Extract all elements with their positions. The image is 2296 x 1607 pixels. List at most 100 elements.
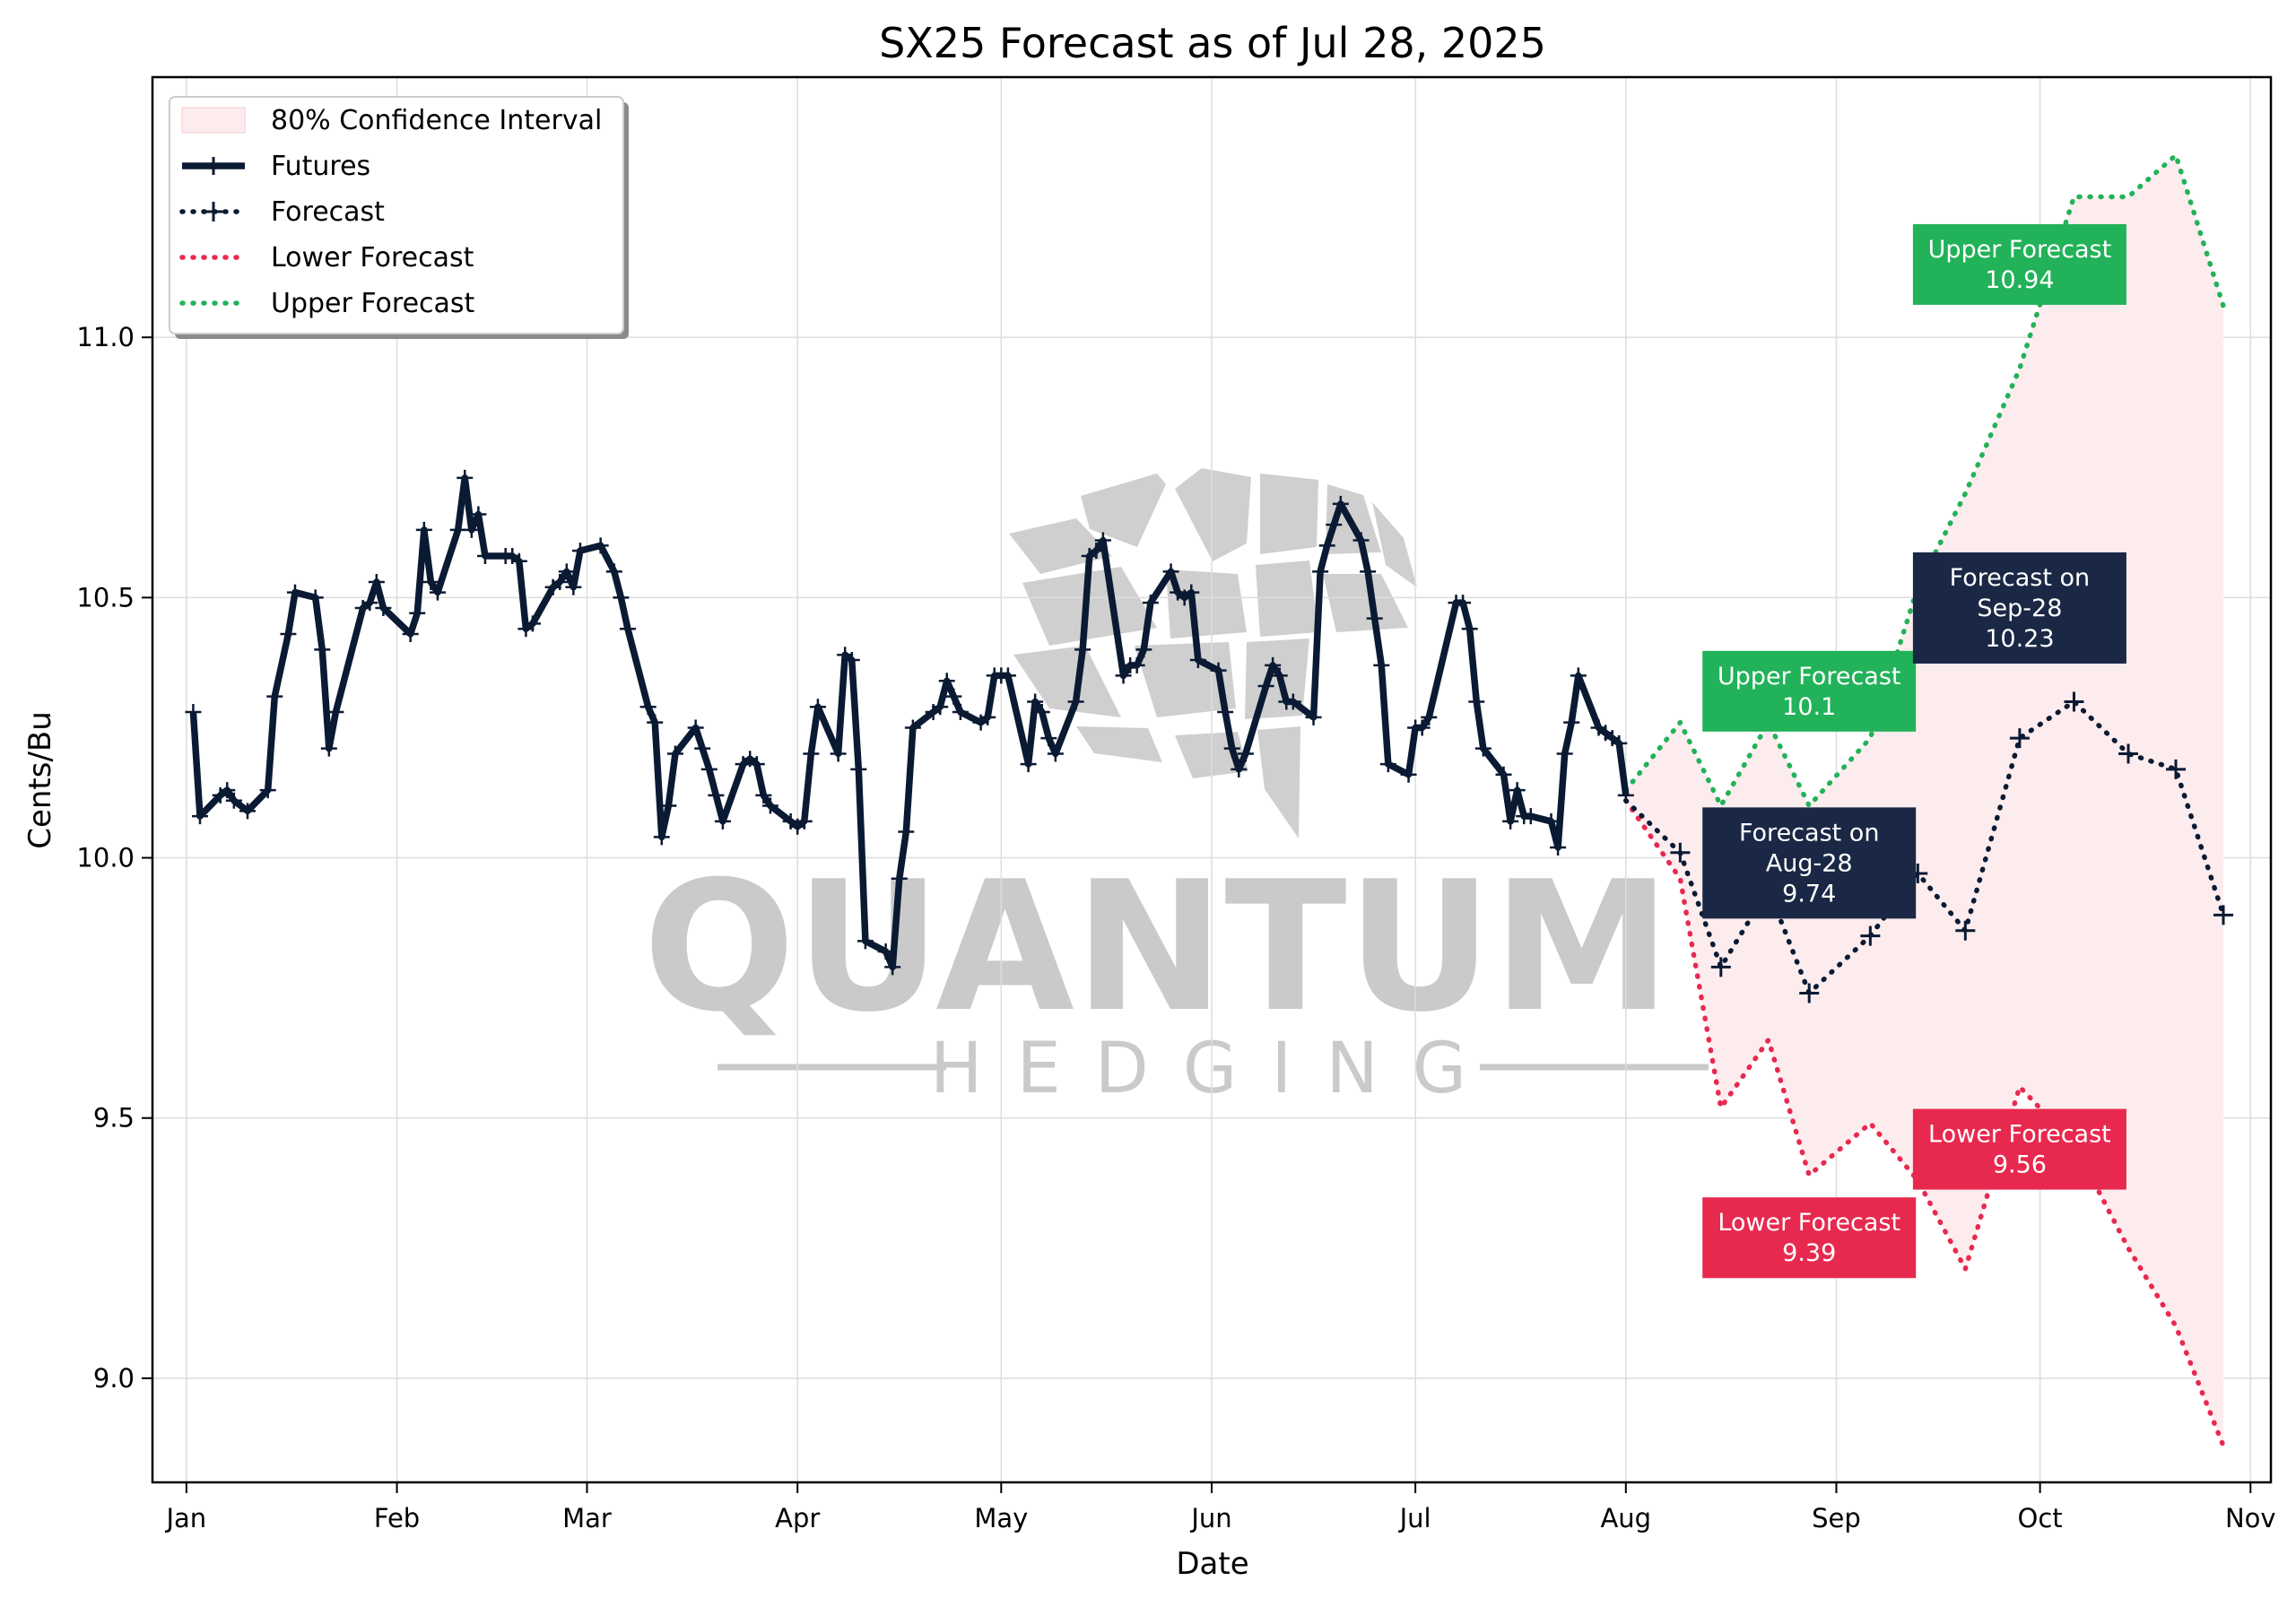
- futures-point: [592, 537, 609, 554]
- futures-point: [1183, 584, 1200, 601]
- watermark-logo: [1009, 468, 1417, 838]
- x-tick-label: Jan: [164, 1503, 206, 1533]
- futures-point: [1468, 693, 1485, 710]
- futures-point: [1563, 714, 1580, 731]
- legend-box: [169, 96, 624, 334]
- futures-point: [1257, 678, 1274, 695]
- legend-item: Upper Forecast: [179, 288, 475, 319]
- futures-point: [185, 704, 202, 721]
- x-axis-label: Date: [1176, 1546, 1248, 1582]
- futures-point: [694, 740, 711, 757]
- futures-point: [843, 652, 860, 669]
- x-tick-label: Jun: [1189, 1503, 1231, 1533]
- futures-point: [1135, 641, 1152, 658]
- forecast-point: [2166, 759, 2187, 779]
- futures-point: [449, 521, 466, 538]
- futures-point: [1326, 517, 1343, 534]
- forecast-point: [2064, 691, 2084, 712]
- futures-point: [755, 786, 772, 804]
- futures-point: [1047, 745, 1064, 762]
- futures-point: [457, 469, 474, 486]
- futures-point: [904, 719, 921, 736]
- futures-point: [1305, 708, 1322, 725]
- callout-background: [1702, 650, 1917, 732]
- futures-point: [266, 688, 283, 705]
- futures-point: [999, 667, 1016, 684]
- legend-item: Forecast: [179, 196, 385, 228]
- futures-point: [1455, 595, 1472, 612]
- futures-point: [1094, 532, 1111, 549]
- futures-point: [660, 797, 677, 814]
- futures-point: [1128, 656, 1145, 673]
- futures-point: [1366, 610, 1383, 627]
- forecast-point: [1799, 983, 1820, 1003]
- futures-point: [314, 641, 331, 658]
- callout-text: Upper Forecast: [1928, 236, 2112, 264]
- futures-point: [666, 745, 683, 762]
- legend-item: 80% Confidence Interval: [181, 105, 602, 136]
- forecast-point: [1670, 842, 1691, 863]
- callout-text: Upper Forecast: [1718, 663, 1901, 691]
- callout-background: [1702, 1197, 1917, 1279]
- futures-point: [796, 812, 813, 830]
- futures-point: [1040, 730, 1057, 747]
- watermark-tagline: HEDGING: [930, 1029, 1500, 1109]
- futures-point: [898, 823, 915, 840]
- futures-point: [1543, 812, 1560, 830]
- y-tick-label: 10.0: [76, 843, 135, 873]
- futures-point: [1271, 667, 1288, 684]
- futures-point: [1413, 719, 1431, 736]
- futures-point: [1210, 662, 1227, 679]
- y-tick-label: 10.5: [76, 582, 135, 612]
- futures-point: [619, 621, 636, 638]
- futures-point: [470, 506, 487, 523]
- futures-point: [708, 786, 725, 804]
- futures-point: [687, 719, 704, 736]
- callout-box: Forecast on Sep-28 10.23: [1912, 552, 2126, 664]
- futures-point: [1284, 693, 1301, 710]
- futures-point: [1189, 652, 1206, 669]
- x-tick-label: Sep: [1812, 1503, 1861, 1533]
- y-axis: 9.0 9.5 10.0 10.5 11.0: [76, 322, 152, 1394]
- legend-label: Upper Forecast: [271, 288, 475, 319]
- x-tick-label: Mar: [562, 1503, 612, 1533]
- forecast-point: [2009, 728, 2030, 749]
- legend-label: Lower Forecast: [271, 242, 474, 274]
- futures-point: [558, 563, 575, 580]
- y-tick-label: 9.0: [93, 1363, 135, 1394]
- legend-label: Forecast: [271, 196, 385, 228]
- futures-point: [803, 745, 820, 762]
- callout-text: 10.1: [1782, 693, 1836, 721]
- futures-point: [1550, 838, 1567, 856]
- futures-point: [653, 829, 670, 846]
- futures-point: [320, 740, 337, 757]
- callout-background: [1702, 807, 1917, 919]
- futures-point: [1474, 740, 1492, 757]
- futures-point: [639, 699, 657, 716]
- legend-swatch-band: [181, 107, 246, 134]
- futures-point: [945, 688, 962, 705]
- futures-point: [1033, 704, 1050, 721]
- watermark: QUANTUM HEDGING: [643, 468, 1709, 1109]
- futures-point: [748, 756, 765, 773]
- futures-point: [463, 521, 480, 538]
- legend-label: Futures: [271, 151, 370, 182]
- futures-point: [952, 704, 969, 721]
- futures-point: [1265, 656, 1282, 673]
- futures-point: [1067, 693, 1084, 710]
- futures-point: [1373, 656, 1390, 673]
- futures-point: [1027, 693, 1044, 710]
- futures-point: [1088, 543, 1105, 560]
- futures-point: [932, 699, 949, 716]
- futures-point: [571, 543, 588, 560]
- callout-text: Lower Forecast: [1718, 1209, 1900, 1237]
- futures-point: [239, 803, 256, 820]
- legend-item: Lower Forecast: [179, 242, 474, 274]
- x-tick-label: Oct: [2018, 1503, 2063, 1533]
- futures-point: [1495, 766, 1512, 783]
- callout-text: Forecast on: [1950, 564, 2090, 592]
- x-axis: Jan Feb Mar Apr May Jun Jul Aug Sep Oct Nov: [164, 1482, 2276, 1533]
- futures-point: [375, 599, 392, 616]
